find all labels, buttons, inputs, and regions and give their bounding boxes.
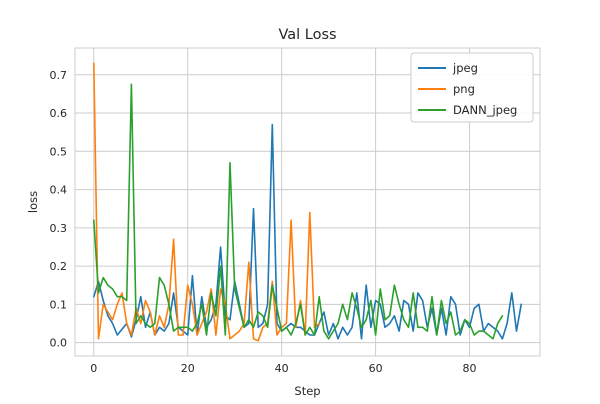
y-tick-label: 0.0 xyxy=(50,337,68,350)
series-lines xyxy=(93,62,523,342)
x-tick-label: 20 xyxy=(181,362,195,375)
y-tick-label: 0.5 xyxy=(50,145,68,158)
x-tick-label: 80 xyxy=(463,362,477,375)
y-tick-label: 0.2 xyxy=(50,260,68,273)
legend-label: png xyxy=(453,82,475,96)
legend-box xyxy=(410,52,534,123)
y-tick-label: 0.7 xyxy=(50,69,68,82)
y-tick-label: 0.4 xyxy=(50,184,68,197)
y-axis-label: loss xyxy=(26,191,40,213)
series-line-dann-jpeg xyxy=(93,83,504,340)
x-tick-label: 40 xyxy=(275,362,289,375)
series-line-jpeg xyxy=(93,123,523,340)
legend: jpeg png DANN_jpeg xyxy=(410,52,534,123)
x-tick-label: 0 xyxy=(90,362,97,375)
y-tick-label: 0.1 xyxy=(50,298,68,311)
x-axis-label: Step xyxy=(294,384,320,398)
plot-frame xyxy=(74,47,541,357)
legend-label: jpeg xyxy=(452,61,478,75)
chart-title: Val Loss xyxy=(278,27,336,43)
tick-labels: 0 20 40 60 80 0.0 0.1 0.2 0.3 0.4 0.5 0.6 0.7 xyxy=(50,69,477,375)
x-tick-label: 60 xyxy=(369,362,383,375)
y-tick-label: 0.6 xyxy=(50,107,68,120)
legend-label: DANN_jpeg xyxy=(453,103,517,117)
y-tick-label: 0.3 xyxy=(50,222,68,235)
